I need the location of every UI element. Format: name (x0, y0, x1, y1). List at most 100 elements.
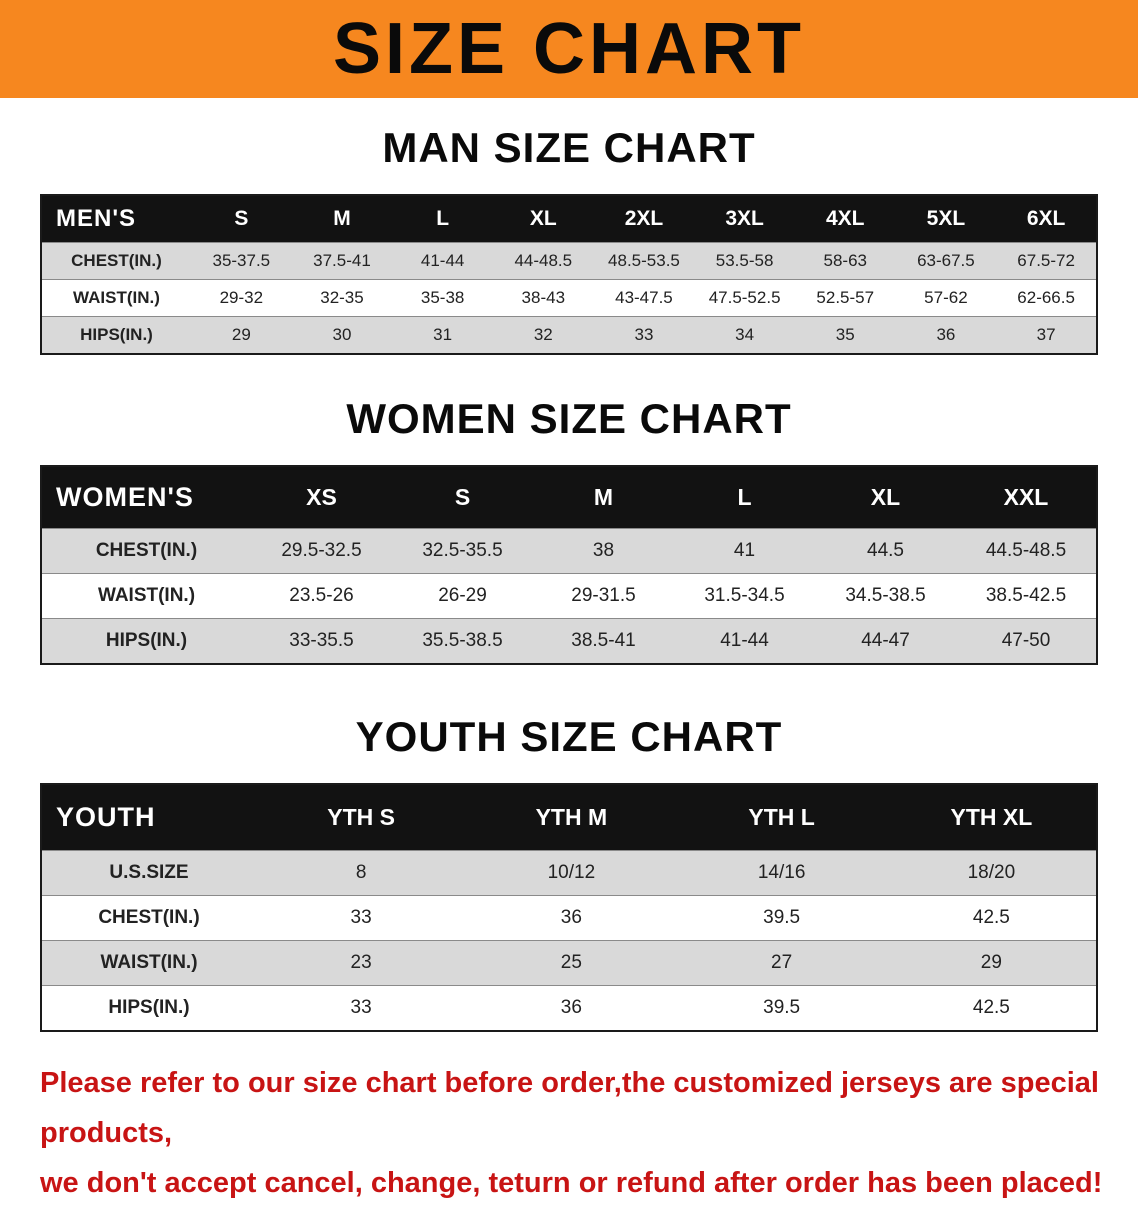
size-header-cell: 6XL (996, 195, 1097, 243)
size-header-cell: YTH XL (886, 784, 1097, 851)
disclaimer-line-2: we don't accept cancel, change, teturn o… (40, 1167, 1103, 1199)
size-header-cell: S (191, 195, 292, 243)
value-cell: 38 (592, 540, 615, 561)
value-cell: 44.5 (867, 540, 904, 561)
banner-title: SIZE CHART (333, 9, 805, 89)
row-label-cell: HIPS(IN.) (105, 630, 188, 651)
value-cell: 36 (560, 907, 582, 928)
value-cell: 35.5-38.5 (422, 630, 503, 651)
value-cell: 63-67.5 (917, 251, 975, 270)
size-header-cell: XL (492, 195, 594, 243)
value-cell: 29.5-32.5 (281, 540, 362, 561)
size-header-cell: 2XL (593, 195, 695, 243)
value-cell: 36 (936, 325, 956, 344)
row-label-cell: WAIST(IN.) (97, 585, 196, 606)
table-header-row: WOMEN'S XS S M L XL XXL (41, 466, 1097, 529)
value-cell: 38-43 (521, 288, 566, 307)
value-cell: 39.5 (763, 997, 801, 1018)
women-size-table: WOMEN'S XS S M L XL XXL CHEST(IN.) 29.5-32.5 32.5… (40, 465, 1098, 665)
value-cell: 41-44 (720, 630, 769, 651)
value-cell: 42.5 (972, 907, 1010, 928)
row-label-cell: HIPS(IN.) (80, 325, 153, 344)
value-cell: 37.5-41 (313, 251, 371, 270)
size-header-cell: 3XL (694, 195, 795, 243)
value-cell: 31 (433, 325, 453, 344)
value-cell: 38.5-42.5 (985, 585, 1067, 606)
table-title-cell: MEN'S (41, 195, 191, 243)
size-header-cell: 4XL (794, 195, 896, 243)
size-header-cell: XXL (956, 466, 1097, 529)
table-header-row: YOUTH YTH S YTH M YTH L YTH XL (41, 784, 1097, 851)
value-cell: 57-62 (924, 288, 968, 307)
value-cell: 8 (355, 862, 367, 883)
row-label-cell: U.S.SIZE (109, 862, 189, 883)
value-cell: 44-48.5 (514, 251, 573, 270)
value-cell: 38.5-41 (571, 630, 636, 651)
value-cell: 31.5-34.5 (704, 585, 785, 606)
row-label-cell: CHEST(IN.) (98, 907, 200, 928)
value-cell: 44.5-48.5 (985, 540, 1067, 561)
value-cell: 32 (533, 325, 553, 344)
value-cell: 58-63 (823, 251, 867, 270)
value-cell: 23.5-26 (289, 585, 354, 606)
size-header-cell: XS (251, 466, 392, 529)
table-row: WAIST(IN.) 29-32 32-35 35-38 38-43 43-47.5 47.… (41, 279, 1097, 317)
value-cell: 25 (560, 952, 582, 973)
value-cell: 35 (835, 325, 855, 344)
value-cell: 26-29 (438, 585, 487, 606)
value-cell: 35-37.5 (212, 251, 271, 270)
size-header-cell: YTH L (676, 784, 887, 851)
value-cell: 29-32 (219, 288, 264, 307)
value-cell: 33-35.5 (289, 630, 354, 651)
value-cell: 52.5-57 (816, 288, 875, 307)
youth-size-table: YOUTH YTH S YTH M YTH L YTH XL U.S.SIZE 8 10/12… (40, 783, 1098, 1032)
value-cell: 33 (350, 907, 372, 928)
row-label-cell: HIPS(IN.) (108, 997, 190, 1018)
value-cell: 14/16 (757, 862, 806, 883)
value-cell: 32.5-35.5 (422, 540, 503, 561)
value-cell: 37 (1036, 325, 1056, 344)
value-cell: 44-47 (861, 630, 910, 651)
value-cell: 23 (350, 952, 372, 973)
value-cell: 33 (634, 325, 654, 344)
value-cell: 33 (350, 997, 372, 1018)
value-cell: 48.5-53.5 (608, 251, 680, 270)
size-header-cell: XL (815, 466, 956, 529)
women-size-section: WOMEN SIZE CHART WOMEN'S XS S M L XL XXL CHEST(… (0, 395, 1138, 665)
value-cell: 18/20 (967, 862, 1016, 883)
value-cell: 29 (231, 325, 251, 344)
table-row: HIPS(IN.) 33-35.5 35.5-38.5 38.5-41 41-44 44-… (41, 618, 1097, 664)
size-header-cell: L (392, 195, 493, 243)
value-cell: 29-31.5 (571, 585, 636, 606)
value-cell: 39.5 (763, 907, 801, 928)
men-size-section: MAN SIZE CHART MEN'S S M L XL 2XL 3XL 4XL 5XL 6XL… (0, 124, 1138, 355)
size-header-cell: M (533, 466, 674, 529)
value-cell: 41-44 (420, 251, 465, 270)
value-cell: 10/12 (547, 862, 596, 883)
size-header-cell: YTH S (256, 784, 467, 851)
value-cell: 34.5-38.5 (845, 585, 926, 606)
row-label-cell: CHEST(IN.) (95, 540, 198, 561)
value-cell: 53.5-58 (715, 251, 774, 270)
value-cell: 35-38 (420, 288, 465, 307)
table-row: CHEST(IN.) 35-37.5 37.5-41 41-44 44-48.5 48.5… (41, 242, 1097, 280)
table-row: HIPS(IN.) 33 36 39.5 42.5 (41, 985, 1097, 1031)
disclaimer-line-1: Please refer to our size chart before or… (40, 1067, 1099, 1149)
table-row: CHEST(IN.) 33 36 39.5 42.5 (41, 895, 1097, 941)
youth-section-heading: YOUTH SIZE CHART (355, 713, 783, 760)
value-cell: 47-50 (1001, 630, 1051, 651)
value-cell: 62-66.5 (1017, 288, 1075, 307)
value-cell: 67.5-72 (1017, 251, 1075, 270)
value-cell: 43-47.5 (615, 288, 673, 307)
table-row: U.S.SIZE 8 10/12 14/16 18/20 (41, 850, 1097, 896)
size-header-cell: S (392, 466, 533, 529)
value-cell: 29 (980, 952, 1002, 973)
value-cell: 41 (733, 540, 756, 561)
women-section-heading: WOMEN SIZE CHART (346, 395, 792, 442)
value-cell: 47.5-52.5 (708, 288, 781, 307)
value-cell: 42.5 (972, 997, 1010, 1018)
row-label-cell: WAIST(IN.) (73, 288, 160, 307)
value-cell: 34 (735, 325, 755, 344)
size-header-cell: 5XL (895, 195, 997, 243)
men-section-heading: MAN SIZE CHART (382, 124, 756, 171)
